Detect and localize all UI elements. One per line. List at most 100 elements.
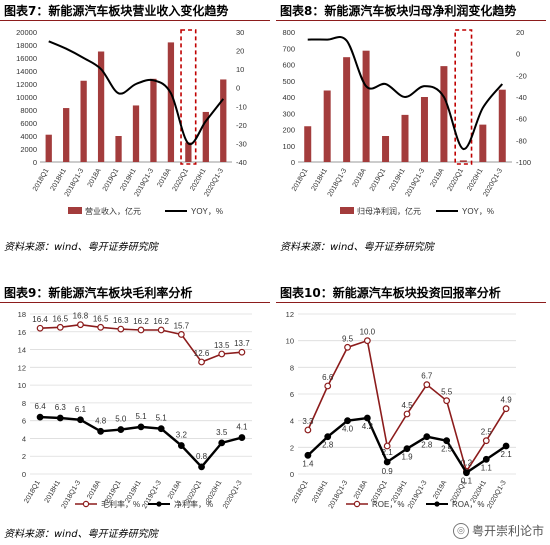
x-tick-label: 2019Q1	[102, 167, 121, 192]
x-tick-label: 2019A	[156, 167, 172, 188]
data-point	[157, 425, 165, 433]
x-tick-label: 2019H1	[119, 167, 137, 192]
data-label: 1.1	[481, 463, 493, 472]
bar	[440, 66, 448, 162]
x-tick-label: 2018Q1	[32, 167, 51, 192]
y-tick-label: 2	[22, 452, 26, 461]
data-point	[218, 350, 226, 358]
data-point	[502, 442, 510, 450]
data-label: 6.4	[35, 402, 47, 411]
data-point	[383, 442, 391, 450]
x-tick-label: 2018H1	[44, 479, 62, 504]
legend-label: YOY，%	[462, 207, 494, 216]
watermark: ◎ 粤开崇利论市	[452, 522, 544, 539]
bar	[45, 134, 52, 162]
y-tick-label: 6	[290, 390, 294, 399]
bar	[185, 142, 192, 162]
data-label: 5.1	[135, 412, 147, 421]
data-point	[324, 433, 332, 441]
title-rule	[276, 302, 546, 303]
x-tick-label: 2019H1	[388, 167, 406, 192]
data-point	[423, 381, 431, 389]
legend-marker	[434, 501, 440, 507]
bar	[304, 126, 312, 162]
data-point	[36, 413, 44, 421]
x-tick-label: 2019A	[429, 167, 445, 188]
bar	[323, 90, 331, 162]
x-tick-label: 2020Q1-3	[482, 167, 504, 198]
y-right-tick-label: 0	[516, 50, 520, 59]
bar	[343, 57, 351, 162]
y-right-tick-label: 30	[236, 28, 244, 37]
data-point	[443, 437, 451, 445]
data-label: 4.2	[362, 422, 374, 431]
legend-label: ROE，%	[372, 500, 404, 509]
y-right-tick-label: -40	[236, 158, 247, 167]
y-tick-label: 6	[22, 417, 26, 426]
data-point	[77, 321, 84, 329]
y-right-tick-label: -20	[236, 121, 247, 130]
source-note: 资料来源：wind、粤开证券研究院	[280, 242, 434, 253]
data-label: 3.5	[216, 428, 228, 437]
data-point	[198, 358, 205, 366]
title-rule	[0, 302, 270, 303]
chart-title: 图表9：新能源汽车板块毛利率分析	[4, 286, 193, 300]
y-left-tick-label: 200	[282, 126, 295, 135]
y-right-tick-label: -20	[516, 71, 527, 80]
wechat-icon: ◎	[452, 523, 469, 539]
data-point	[117, 325, 125, 333]
legend-label: 营业收入，亿元	[85, 206, 141, 216]
x-tick-label: 2020Q1	[447, 167, 466, 192]
x-tick-label: 2020Q1-3	[222, 479, 244, 510]
x-tick-label: 2018A	[87, 167, 103, 188]
data-label: 6.1	[75, 405, 87, 414]
revenue-chart-panel: 图表7：新能源汽车板块营业收入变化趋势 0 2000 4000 6000 8000 100…	[0, 0, 275, 255]
y-left-tick-label: 14000	[16, 67, 37, 76]
bar	[498, 89, 506, 162]
data-label: 3.3	[302, 417, 314, 426]
data-label: 0.8	[196, 452, 208, 461]
data-point	[463, 469, 470, 477]
data-point	[363, 414, 371, 422]
y-left-tick-label: 2000	[20, 145, 37, 154]
y-tick-label: 4	[290, 417, 294, 426]
data-label: 0.2	[461, 458, 473, 467]
data-point	[423, 433, 431, 441]
data-label: 16.8	[73, 312, 89, 321]
bar	[202, 111, 209, 162]
data-point	[36, 324, 44, 332]
bar	[63, 108, 70, 162]
data-label: 15.7	[174, 321, 190, 330]
source-note: 资料来源：wind、粤开证券研究院	[4, 529, 158, 540]
title-rule	[276, 20, 546, 21]
x-tick-label: 2018Q1	[291, 479, 310, 504]
y-tick-label: 4	[22, 434, 26, 443]
legend-label: ROA，%	[452, 500, 484, 509]
data-point	[304, 451, 312, 459]
bar	[382, 136, 390, 162]
data-label: 16.2	[153, 317, 169, 326]
y-left-tick-label: 20000	[16, 28, 37, 37]
y-right-tick-label: 20	[236, 47, 244, 56]
watermark-text: 粤开崇利论市	[471, 523, 544, 538]
data-label: 13.7	[234, 339, 250, 348]
data-label: 5.1	[156, 414, 168, 423]
data-label: 1.4	[302, 459, 314, 468]
chart-title: 图表10：新能源汽车板块投资回报率分析	[280, 286, 501, 300]
data-label: 0.9	[382, 467, 394, 476]
data-label: 4.8	[95, 416, 107, 425]
roi-chart: 0 2 4 6 8 10 12 3.3 6.6 9.5 10.0 2.1 4.5 6.7 5.5 0.2 2.5…	[286, 310, 516, 510]
bar	[459, 160, 467, 162]
bar	[220, 79, 227, 162]
y-left-tick-label: 10000	[16, 93, 37, 102]
y-tick-label: 8	[22, 399, 26, 408]
x-tick-label: 2018H1	[311, 167, 329, 192]
data-point	[177, 331, 185, 338]
data-label: 2.5	[481, 428, 493, 437]
chart-title: 图表8：新能源汽车板块归母净利润变化趋势	[280, 4, 517, 18]
y-tick-label: 12	[286, 310, 294, 319]
gross-margin-chart: 0 2 4 6 8 10 12 14 16 18 16.4 16.5 16.8 16.5 16.3 16.2 1…	[18, 310, 252, 510]
y-right-tick-label: 20	[516, 28, 524, 37]
legend-bar-swatch	[68, 207, 82, 214]
data-point	[344, 343, 351, 351]
